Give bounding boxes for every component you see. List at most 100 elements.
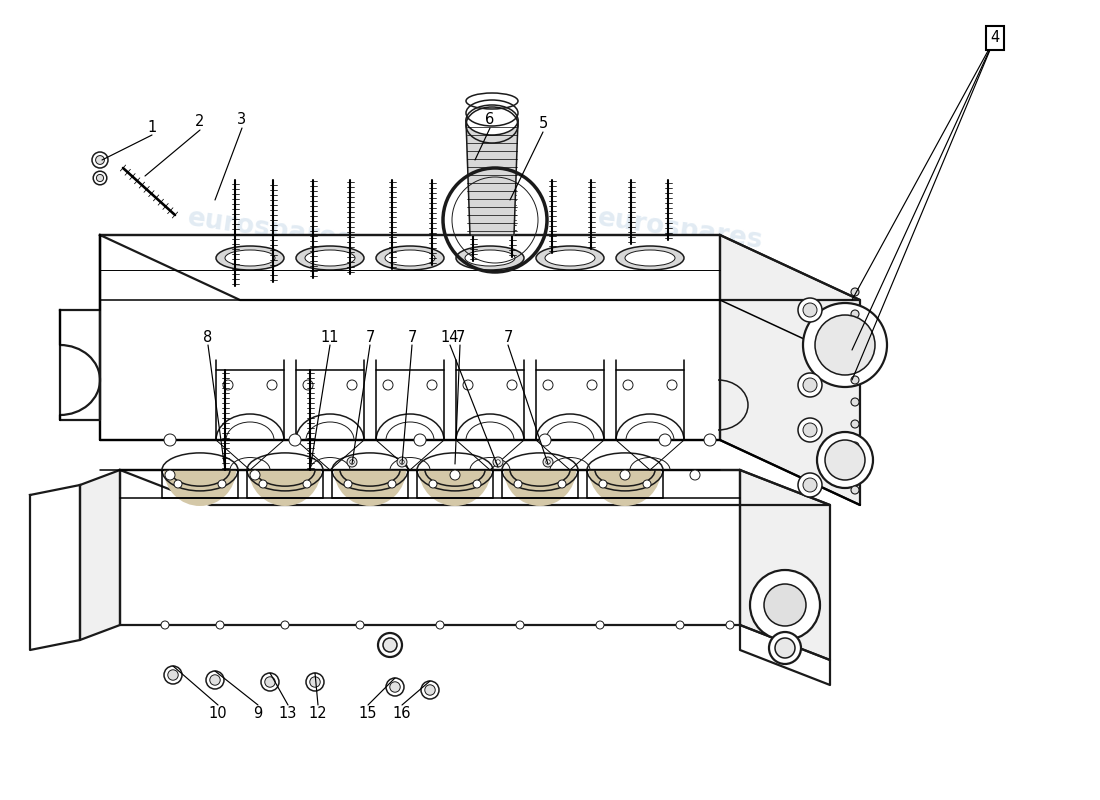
Circle shape (386, 678, 404, 696)
Circle shape (350, 460, 354, 464)
Circle shape (690, 470, 700, 480)
Circle shape (346, 457, 358, 467)
Circle shape (851, 310, 859, 318)
Text: 7: 7 (365, 330, 375, 345)
Circle shape (344, 480, 352, 488)
Circle shape (659, 434, 671, 446)
Circle shape (558, 480, 566, 488)
Ellipse shape (465, 250, 515, 266)
Text: 12: 12 (309, 706, 328, 721)
Circle shape (261, 673, 279, 691)
Circle shape (644, 480, 651, 488)
Wedge shape (249, 470, 321, 506)
Circle shape (817, 432, 873, 488)
Circle shape (378, 633, 402, 657)
Circle shape (676, 621, 684, 629)
Text: 7: 7 (407, 330, 417, 345)
Circle shape (280, 621, 289, 629)
Ellipse shape (296, 246, 364, 270)
Circle shape (596, 621, 604, 629)
Circle shape (206, 671, 224, 689)
Polygon shape (120, 470, 830, 505)
Wedge shape (588, 470, 661, 506)
Text: 5: 5 (538, 117, 548, 131)
Circle shape (851, 464, 859, 472)
Circle shape (543, 380, 553, 390)
Circle shape (165, 470, 175, 480)
Circle shape (851, 288, 859, 296)
Circle shape (600, 480, 607, 488)
Circle shape (798, 298, 822, 322)
Polygon shape (80, 470, 120, 640)
Text: 16: 16 (393, 706, 411, 721)
Circle shape (414, 434, 426, 446)
Circle shape (726, 621, 734, 629)
Circle shape (851, 442, 859, 450)
Circle shape (798, 418, 822, 442)
Circle shape (427, 380, 437, 390)
Text: 6: 6 (485, 113, 495, 127)
Ellipse shape (536, 246, 604, 270)
Circle shape (96, 155, 104, 164)
Ellipse shape (456, 246, 524, 270)
Circle shape (667, 380, 676, 390)
Circle shape (94, 171, 107, 185)
Circle shape (798, 373, 822, 397)
Text: 14: 14 (441, 330, 460, 345)
Circle shape (543, 457, 553, 467)
Text: 10: 10 (209, 706, 228, 721)
Circle shape (851, 398, 859, 406)
Circle shape (493, 457, 503, 467)
Text: 1: 1 (147, 119, 156, 134)
Circle shape (174, 480, 182, 488)
Circle shape (539, 434, 551, 446)
Circle shape (507, 380, 517, 390)
Circle shape (473, 480, 481, 488)
Polygon shape (120, 470, 740, 625)
Text: eurospares: eurospares (186, 206, 354, 254)
Circle shape (356, 621, 364, 629)
Polygon shape (720, 235, 860, 505)
Circle shape (769, 632, 801, 664)
Text: 4: 4 (990, 30, 1000, 46)
Text: 8: 8 (204, 330, 212, 345)
Circle shape (815, 315, 875, 375)
Circle shape (161, 621, 169, 629)
Circle shape (383, 380, 393, 390)
Ellipse shape (226, 250, 275, 266)
Circle shape (798, 473, 822, 497)
Text: 11: 11 (321, 330, 339, 345)
Circle shape (851, 376, 859, 384)
Text: 3: 3 (238, 113, 246, 127)
Ellipse shape (376, 246, 444, 270)
Circle shape (383, 638, 397, 652)
Wedge shape (504, 470, 576, 506)
Circle shape (210, 674, 220, 686)
Text: 7: 7 (455, 330, 464, 345)
Circle shape (289, 434, 301, 446)
Polygon shape (466, 120, 518, 235)
Circle shape (164, 434, 176, 446)
Circle shape (764, 584, 806, 626)
Circle shape (803, 478, 817, 492)
Circle shape (803, 303, 817, 317)
Circle shape (516, 621, 524, 629)
Polygon shape (740, 470, 830, 660)
Circle shape (546, 460, 550, 464)
Text: eurospares: eurospares (595, 206, 764, 254)
Circle shape (704, 434, 716, 446)
Ellipse shape (616, 246, 684, 270)
Polygon shape (100, 235, 721, 440)
Circle shape (216, 621, 224, 629)
Circle shape (223, 380, 233, 390)
Circle shape (267, 380, 277, 390)
Ellipse shape (385, 250, 435, 266)
Polygon shape (60, 310, 100, 420)
Circle shape (776, 638, 795, 658)
Ellipse shape (544, 250, 595, 266)
Text: 13: 13 (278, 706, 297, 721)
Ellipse shape (305, 250, 355, 266)
Circle shape (306, 673, 324, 691)
Circle shape (92, 152, 108, 168)
Circle shape (425, 685, 436, 695)
